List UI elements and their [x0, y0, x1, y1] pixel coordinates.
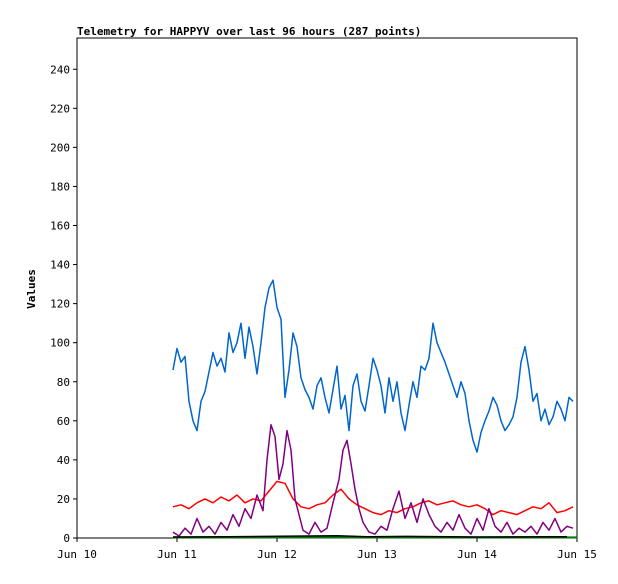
x-tick-label: Jun 11: [157, 548, 197, 561]
y-tick-label: 200: [50, 141, 70, 154]
series-line-3: [172, 423, 574, 537]
series-line-1: [172, 279, 574, 453]
plot-frame: [76, 37, 578, 539]
x-tick-label: Jun 13: [357, 548, 397, 561]
y-axis: 0 20 40 60 80 100 120 140 160 180 200 220 240: [50, 63, 77, 545]
chart-title: Telemetry for HAPPYV over last 96 hours …: [77, 25, 421, 38]
series-line-2: [172, 480, 574, 516]
y-tick-label: 60: [57, 415, 70, 428]
y-tick-label: 20: [57, 493, 70, 506]
x-tick-label: Jun 10: [57, 548, 97, 561]
x-tick-label: Jun 15: [557, 548, 597, 561]
y-tick-label: 80: [57, 376, 70, 389]
series-layer: [172, 279, 577, 539]
y-tick-label: 120: [50, 298, 70, 311]
y-tick-label: 240: [50, 63, 70, 76]
y-tick-label: 140: [50, 259, 70, 272]
y-axis-title: Values: [25, 269, 38, 309]
x-axis: Jun 10 Jun 11 Jun 12 Jun 13 Jun 14 Jun 15: [57, 538, 597, 561]
y-tick-label: 100: [50, 337, 70, 350]
x-tick-label: Jun 14: [457, 548, 497, 561]
y-tick-label: 0: [63, 532, 70, 545]
y-tick-label: 40: [57, 454, 70, 467]
x-tick-label: Jun 12: [257, 548, 297, 561]
y-tick-label: 160: [50, 220, 70, 233]
y-tick-label: 180: [50, 180, 70, 193]
y-tick-label: 220: [50, 102, 70, 115]
series-line-5: [172, 534, 568, 538]
